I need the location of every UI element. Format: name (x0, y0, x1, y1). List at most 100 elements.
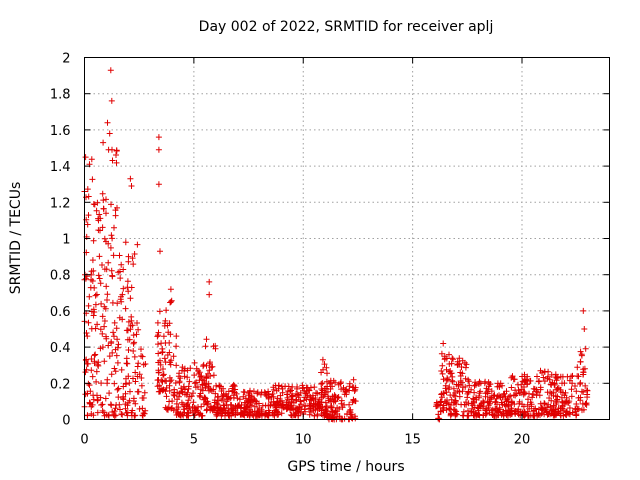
data-point (203, 373, 210, 380)
data-point (326, 413, 333, 420)
data-point (215, 397, 222, 404)
data-point (98, 300, 105, 307)
data-point (497, 380, 504, 387)
data-point (118, 366, 125, 373)
data-point (302, 408, 309, 415)
data-point (166, 398, 173, 405)
data-point (90, 312, 97, 319)
data-point (210, 343, 217, 350)
data-point (127, 175, 134, 182)
data-point (117, 275, 124, 282)
data-point (441, 390, 447, 397)
data-point (310, 403, 317, 410)
data-point (103, 210, 109, 217)
data-point (103, 266, 110, 273)
data-point (97, 326, 104, 333)
data-point (522, 390, 528, 397)
data-point (266, 409, 273, 416)
data-point (328, 403, 335, 409)
data-point (566, 411, 573, 418)
data-point (133, 331, 140, 338)
data-point (110, 329, 117, 336)
data-point (508, 411, 515, 418)
data-point (518, 381, 525, 388)
data-point (185, 412, 192, 419)
data-point (94, 361, 101, 368)
data-point (157, 361, 164, 368)
data-point (471, 389, 478, 396)
data-point (458, 364, 465, 370)
data-point (107, 67, 114, 74)
data-point (465, 388, 472, 395)
y-tick-label: 1 (62, 233, 70, 248)
data-point (92, 325, 99, 332)
data-point (158, 340, 165, 347)
data-point (283, 401, 290, 408)
data-point (450, 406, 457, 413)
data-point (171, 386, 178, 393)
data-point (443, 389, 450, 396)
data-point (127, 388, 133, 395)
data-point (130, 375, 136, 382)
data-point (91, 284, 98, 291)
data-point (250, 388, 257, 395)
data-point (104, 291, 111, 298)
data-point (349, 415, 356, 422)
data-point (160, 371, 167, 378)
data-point (188, 393, 195, 400)
data-point (103, 196, 109, 203)
data-point (184, 374, 191, 381)
data-point (108, 267, 115, 274)
data-point (94, 321, 101, 328)
data-point (164, 352, 171, 358)
data-point (336, 406, 343, 412)
x-axis-label: GPS time / hours (287, 459, 404, 475)
data-point (177, 412, 184, 419)
data-point (541, 400, 548, 407)
data-point (273, 400, 280, 407)
data-point (99, 344, 106, 351)
data-point (255, 411, 262, 418)
data-point (134, 320, 140, 326)
data-point (443, 377, 450, 384)
data-point (130, 395, 137, 402)
data-point (539, 369, 545, 376)
data-point (440, 407, 447, 414)
data-point (82, 357, 89, 364)
data-point (279, 404, 285, 411)
data-point (503, 412, 510, 419)
data-point (489, 412, 496, 418)
data-point (138, 382, 145, 389)
data-point (184, 389, 191, 396)
data-point (505, 394, 512, 400)
data-point (122, 390, 129, 397)
data-point (163, 378, 170, 385)
data-point (161, 355, 168, 362)
data-point (230, 392, 237, 399)
data-point (505, 402, 512, 409)
data-point (559, 402, 566, 409)
data-point (155, 329, 162, 336)
data-point (198, 412, 205, 419)
data-point (209, 363, 216, 370)
data-point (86, 400, 93, 407)
data-point (99, 313, 106, 320)
data-point (240, 411, 247, 418)
data-point (138, 353, 145, 359)
data-point (89, 176, 96, 183)
data-point (160, 366, 166, 372)
data-point (103, 283, 110, 290)
data-point (555, 384, 562, 391)
data-point (508, 405, 515, 412)
data-point (101, 235, 108, 242)
data-point (195, 404, 201, 410)
data-point (108, 402, 115, 409)
data-point (256, 405, 263, 411)
data-point (191, 359, 198, 366)
data-point (551, 381, 558, 388)
data-point (159, 378, 166, 385)
data-point (274, 399, 281, 406)
data-point (529, 394, 536, 401)
data-point (446, 351, 452, 358)
data-point (154, 333, 161, 340)
